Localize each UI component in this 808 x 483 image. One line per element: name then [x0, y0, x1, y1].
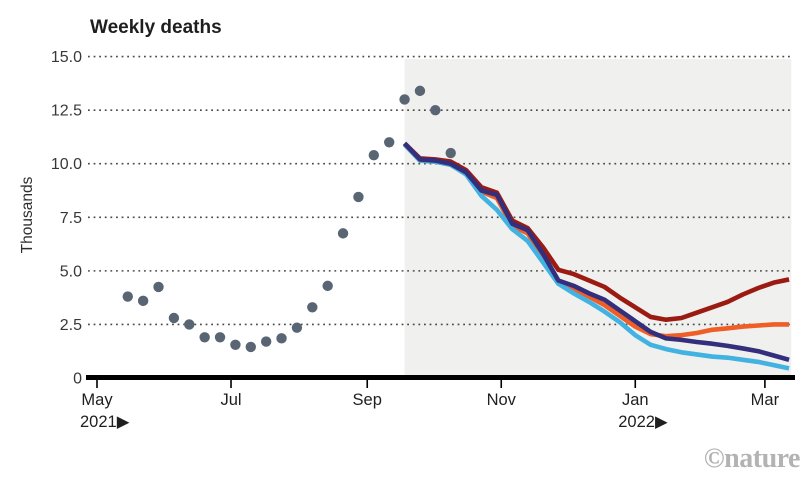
y-tick-label: 12.5	[51, 103, 82, 120]
nature-credit-watermark: ©nature	[704, 443, 800, 474]
y-tick-label: 15.0	[51, 49, 82, 66]
observed-dot	[291, 322, 303, 333]
observed-dot	[214, 332, 226, 343]
y-tick-label: 2.5	[60, 317, 82, 334]
y-tick-label: 10.0	[51, 156, 82, 173]
x-tick-label: Sep	[353, 391, 382, 409]
observed-dot	[353, 191, 364, 203]
observed-dot	[245, 341, 256, 353]
observed-dot	[307, 302, 318, 313]
x-year-label: 2022▶	[618, 413, 669, 431]
x-tick-label: Nov	[487, 391, 517, 409]
observed-dot	[122, 291, 133, 302]
observed-dot	[153, 281, 164, 293]
x-year-label: 2021▶	[80, 413, 131, 431]
observed-dot	[322, 280, 333, 292]
y-axis-title: Thousands	[19, 176, 36, 253]
observed-dot	[384, 137, 395, 148]
y-tick-label: 0	[73, 371, 82, 388]
observed-dot	[414, 85, 426, 97]
x-axis-line	[86, 375, 795, 380]
observed-dot	[430, 104, 441, 116]
observed-dot	[337, 228, 349, 239]
x-tick-label: Jul	[220, 391, 241, 409]
projection-navy-line	[402, 141, 790, 363]
observed-dot	[368, 149, 380, 161]
chart-title: Weekly deaths	[90, 17, 222, 38]
projection-lines-layer	[402, 141, 790, 371]
observed-dot	[276, 333, 287, 344]
observed-dot	[137, 295, 149, 307]
x-tick-label: Jan	[622, 391, 649, 409]
observed-dot	[199, 332, 210, 343]
observed-dot	[230, 339, 241, 350]
x-tick-label: May	[81, 391, 113, 409]
observed-dot	[168, 312, 180, 324]
observed-dot	[399, 94, 410, 105]
observed-dot	[184, 319, 195, 330]
observed-dot	[260, 336, 272, 347]
tick-label-layer: 0 2.5 5.0 7.5 10.0 12.5 15.0 May 2021▶ Jul Sep Nov J…	[51, 49, 780, 431]
observed-dots-layer	[122, 85, 456, 353]
y-tick-label: 5.0	[60, 263, 82, 280]
x-tick-label: Mar	[751, 391, 780, 409]
axis-layer	[86, 375, 795, 388]
observed-dot	[445, 147, 456, 159]
y-tick-label: 7.5	[60, 210, 82, 227]
